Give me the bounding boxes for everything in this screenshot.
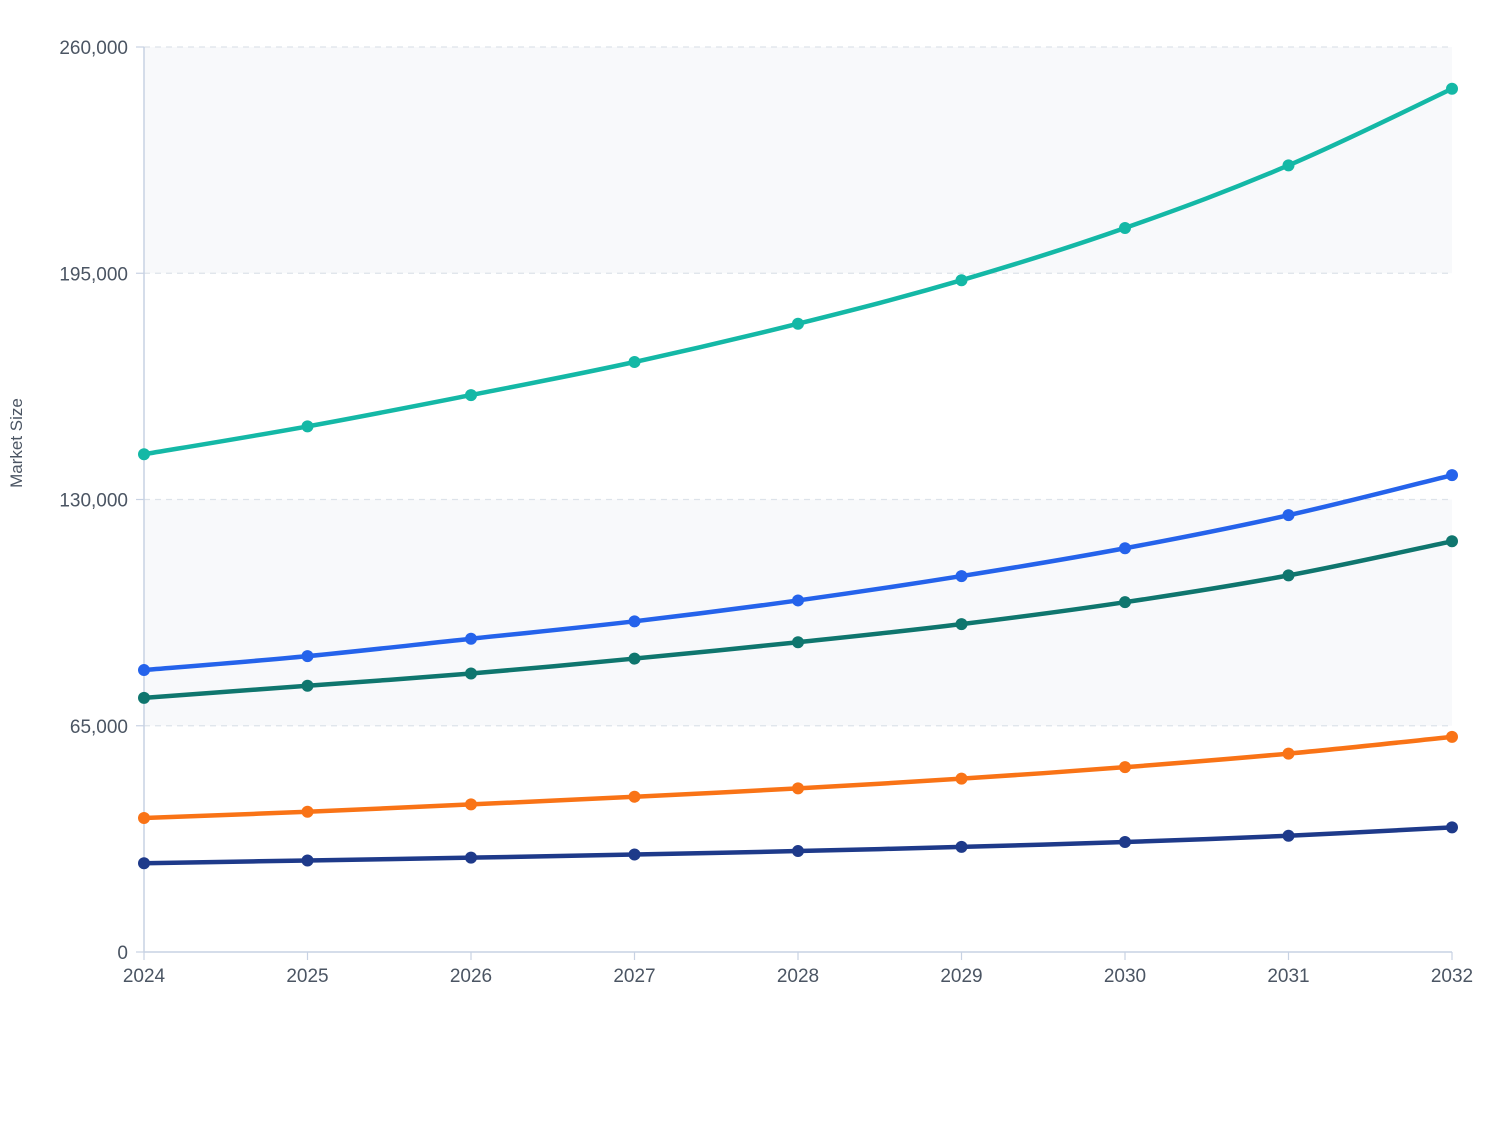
data-point bbox=[628, 848, 641, 861]
plot-band bbox=[144, 499, 1452, 726]
data-point bbox=[792, 636, 804, 649]
alternating-bands bbox=[144, 47, 1452, 726]
data-point bbox=[465, 667, 477, 680]
data-point bbox=[628, 356, 641, 369]
series-line bbox=[141, 86, 1455, 457]
data-point bbox=[792, 594, 804, 607]
data-point bbox=[955, 274, 968, 287]
data-point bbox=[1282, 829, 1295, 842]
data-point bbox=[1119, 222, 1131, 234]
data-point bbox=[955, 840, 968, 853]
plot-band bbox=[144, 47, 1452, 274]
x-tick-label: 2024 bbox=[123, 966, 166, 987]
x-tick-label: 2030 bbox=[1104, 966, 1146, 987]
data-point bbox=[1446, 82, 1458, 95]
data-point bbox=[1446, 821, 1458, 834]
data-point bbox=[138, 691, 150, 704]
gridlines bbox=[144, 46, 1452, 727]
data-point bbox=[955, 570, 968, 583]
x-tick-label: 2026 bbox=[450, 966, 492, 987]
data-point bbox=[138, 857, 150, 870]
series-line bbox=[141, 734, 1455, 821]
data-point bbox=[1282, 747, 1295, 760]
data-point bbox=[1282, 159, 1295, 172]
data-point bbox=[301, 679, 314, 692]
series-group bbox=[138, 82, 1458, 870]
data-point bbox=[1282, 509, 1295, 522]
y-tick-label: 260,000 bbox=[59, 38, 128, 59]
y-axis-ticks: 0 65,000 130,000 195,000 260,000 bbox=[59, 38, 144, 964]
data-point bbox=[792, 845, 804, 858]
data-point bbox=[138, 664, 150, 677]
x-tick-label: 2028 bbox=[777, 966, 819, 987]
series-3 bbox=[138, 535, 1458, 704]
y-tick-label: 0 bbox=[117, 943, 128, 964]
data-point bbox=[1119, 836, 1131, 849]
data-point bbox=[792, 317, 804, 330]
data-point bbox=[465, 798, 477, 811]
data-point bbox=[628, 790, 641, 803]
data-point bbox=[301, 650, 314, 663]
data-point bbox=[465, 389, 477, 402]
data-point bbox=[301, 854, 314, 867]
data-point bbox=[1446, 469, 1458, 482]
data-point bbox=[1119, 596, 1131, 609]
y-tick-label: 195,000 bbox=[59, 264, 128, 285]
data-point bbox=[1282, 569, 1295, 582]
data-point bbox=[1119, 761, 1131, 774]
data-point bbox=[465, 632, 477, 645]
series-5 bbox=[138, 821, 1458, 870]
data-point bbox=[1446, 535, 1458, 548]
x-axis-ticks: 2024 2025 2026 2027 2028 2029 2030 2031 2032 bbox=[123, 952, 1473, 987]
x-tick-label: 2031 bbox=[1267, 966, 1309, 987]
x-tick-label: 2027 bbox=[613, 966, 655, 987]
y-tick-label: 65,000 bbox=[70, 717, 128, 738]
data-point bbox=[628, 652, 641, 665]
data-point bbox=[792, 782, 804, 795]
data-point bbox=[955, 772, 968, 785]
x-tick-label: 2029 bbox=[940, 966, 982, 987]
series-4 bbox=[138, 730, 1458, 824]
y-axis-title: Market Size bbox=[7, 398, 26, 488]
data-point bbox=[955, 618, 968, 631]
y-tick-label: 130,000 bbox=[59, 491, 128, 512]
data-point bbox=[1446, 730, 1458, 743]
data-point bbox=[138, 448, 150, 461]
data-point bbox=[1119, 542, 1131, 555]
data-point bbox=[465, 851, 477, 864]
x-tick-label: 2032 bbox=[1431, 966, 1473, 987]
data-point bbox=[301, 805, 314, 818]
series-1 bbox=[138, 82, 1458, 461]
data-point bbox=[301, 420, 314, 433]
x-tick-label: 2025 bbox=[286, 966, 328, 987]
data-point bbox=[138, 811, 150, 824]
data-point bbox=[628, 615, 641, 628]
series-2 bbox=[138, 469, 1458, 677]
